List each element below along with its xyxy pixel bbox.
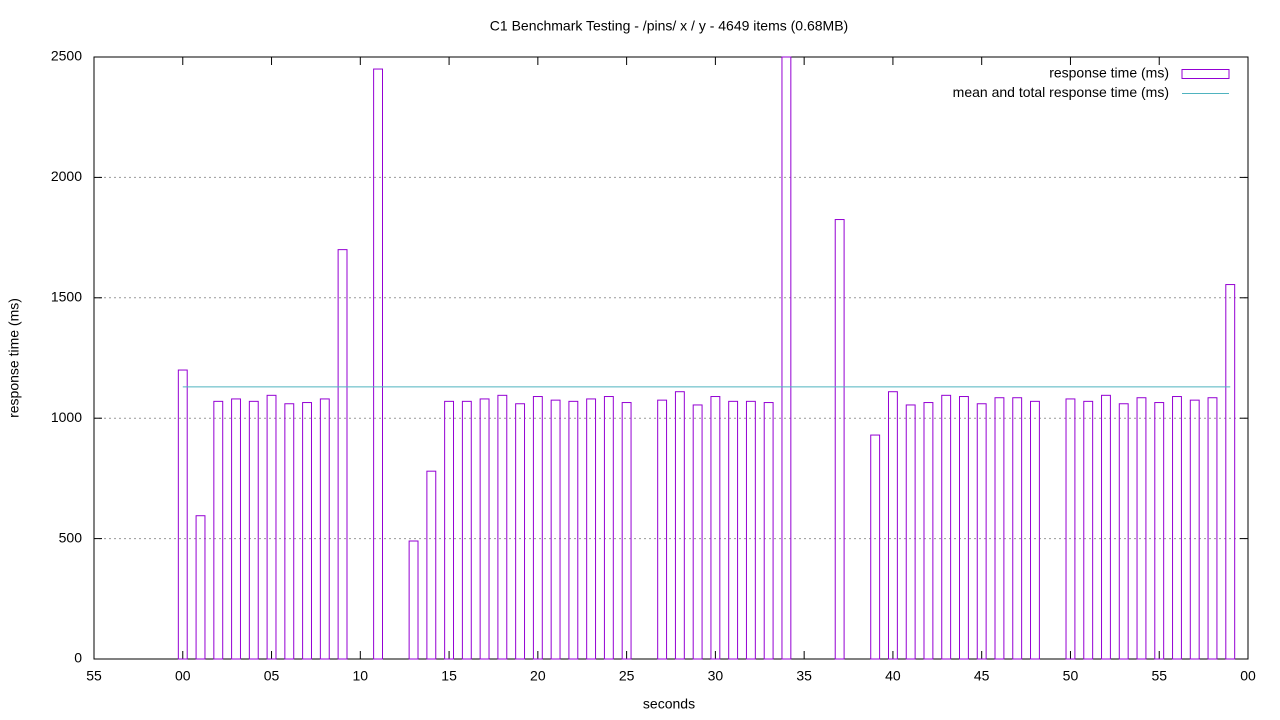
legend-label: mean and total response time (ms) xyxy=(953,84,1169,100)
bar xyxy=(444,400,455,660)
x-tick-label: 50 xyxy=(1063,668,1079,684)
bar xyxy=(266,394,277,660)
bar xyxy=(745,400,756,660)
bar xyxy=(1065,398,1076,660)
bar xyxy=(1118,403,1129,660)
chart-title: C1 Benchmark Testing - /pins/ x / y - 46… xyxy=(490,18,848,34)
bar xyxy=(177,369,188,660)
bar xyxy=(479,398,490,660)
bar xyxy=(941,394,952,660)
x-tick-label: 05 xyxy=(264,668,280,684)
x-axis-label: seconds xyxy=(643,696,695,712)
bar xyxy=(959,396,969,660)
bar xyxy=(763,402,774,660)
y-tick-label: 1500 xyxy=(51,289,82,305)
bar xyxy=(568,400,579,660)
bar xyxy=(302,402,312,660)
bar xyxy=(550,399,561,660)
bar xyxy=(976,403,987,660)
bar xyxy=(1030,400,1040,660)
bar xyxy=(408,540,419,660)
bar xyxy=(586,398,597,660)
x-tick-label: 35 xyxy=(796,668,812,684)
bar xyxy=(337,249,348,660)
bar xyxy=(1136,397,1147,660)
bar xyxy=(515,403,526,660)
x-tick-label: 10 xyxy=(353,668,369,684)
bar xyxy=(710,396,721,660)
legend-label: response time (ms) xyxy=(1049,65,1169,81)
y-tick-label: 500 xyxy=(59,529,83,545)
bar xyxy=(1172,396,1182,660)
plot-frame xyxy=(93,56,1249,660)
y-tick-label: 2500 xyxy=(51,48,82,64)
x-tick-label: 20 xyxy=(530,668,546,684)
bar xyxy=(887,391,898,660)
bar xyxy=(195,515,206,660)
bar xyxy=(657,399,668,660)
y-tick-label: 2000 xyxy=(51,168,82,184)
bar xyxy=(1101,394,1111,660)
bar xyxy=(1012,397,1023,660)
x-tick-label: 30 xyxy=(708,668,724,684)
bar xyxy=(870,434,881,660)
bar xyxy=(781,56,792,660)
bar xyxy=(532,396,543,660)
bar xyxy=(213,400,224,660)
bar xyxy=(497,394,508,660)
x-tick-label: 55 xyxy=(1151,668,1167,684)
bar xyxy=(1225,284,1236,660)
bar xyxy=(834,219,845,660)
x-tick-label: 00 xyxy=(1240,668,1256,684)
bar xyxy=(1154,402,1165,660)
bar xyxy=(461,400,472,660)
bar xyxy=(284,403,295,660)
bar xyxy=(905,404,916,660)
x-tick-label: 15 xyxy=(441,668,457,684)
y-axis-label: response time (ms) xyxy=(6,298,22,418)
x-tick-label: 55 xyxy=(86,668,102,684)
bar xyxy=(621,402,632,660)
legend-swatch xyxy=(1181,69,1230,79)
bar xyxy=(1207,397,1218,660)
bar xyxy=(1189,399,1200,660)
bar xyxy=(1083,400,1094,660)
x-tick-label: 40 xyxy=(885,668,901,684)
y-tick-label: 1000 xyxy=(51,409,82,425)
bar xyxy=(674,391,685,660)
x-tick-label: 25 xyxy=(619,668,635,684)
x-tick-label: 45 xyxy=(974,668,990,684)
bar xyxy=(373,68,383,660)
bar xyxy=(692,404,703,660)
bar xyxy=(923,402,934,660)
bar xyxy=(994,397,1005,660)
bar xyxy=(426,470,437,660)
bar xyxy=(248,400,259,660)
bar xyxy=(728,400,739,660)
x-tick-label: 00 xyxy=(175,668,191,684)
bar xyxy=(603,396,614,660)
bar xyxy=(319,398,330,660)
bar xyxy=(231,398,241,660)
y-tick-label: 0 xyxy=(74,650,82,666)
